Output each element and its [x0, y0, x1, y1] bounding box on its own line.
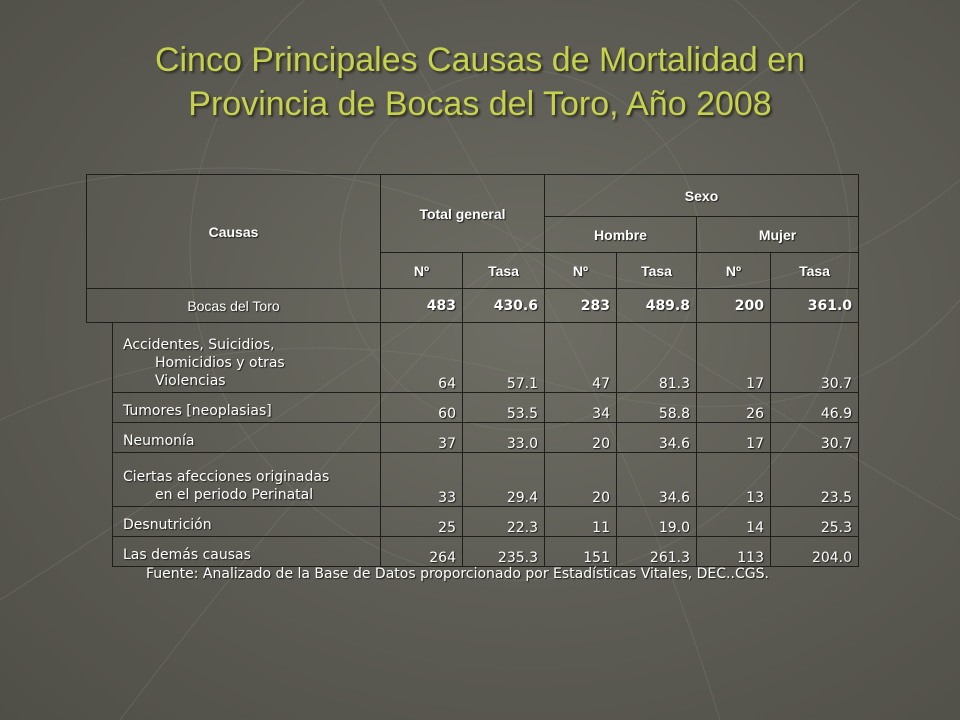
header-sexo: Sexo [543, 174, 860, 217]
value-cell: 11 [544, 506, 617, 537]
value-cell: 17 [696, 422, 771, 453]
source-note: Fuente: Analizado de la Base de Datos pr… [146, 566, 769, 582]
indent-column [86, 322, 113, 567]
header-causas: Causas [86, 174, 381, 289]
value-cell: 33.0 [462, 422, 545, 453]
value-cell: 151 [544, 536, 617, 567]
cause-label-line: Violencias [155, 373, 226, 389]
cause-label: Desnutrición [112, 506, 381, 537]
value-cell: 47 [544, 322, 617, 393]
value-cell: 204.0 [769, 536, 860, 567]
cause-label-line: Desnutrición [123, 517, 212, 533]
value-cell: 64 [380, 322, 463, 393]
header-total-n: Nº [380, 252, 463, 289]
value-cell: 25 [380, 506, 463, 537]
header-mujer-n: Nº [696, 252, 771, 289]
slide-title: Cinco Principales Causas de Mortalidad e… [40, 38, 920, 126]
value-cell: 37 [380, 422, 463, 453]
cause-label-line: en el periodo Perinatal [155, 487, 314, 503]
total-cell: 200 [696, 288, 771, 323]
value-cell: 33 [380, 452, 463, 507]
cause-label-line: Homicidios y otras [155, 355, 285, 371]
value-cell: 34 [544, 392, 617, 423]
value-cell: 20 [544, 452, 617, 507]
table-row: Neumonía 37 33.0 20 34.6 17 30.7 [87, 422, 860, 453]
value-cell: 17 [696, 322, 771, 393]
table-row: Desnutrición 25 22.3 11 19.0 14 25.3 [87, 506, 860, 537]
cause-label: Accidentes, Suicidios, Homicidios y otra… [112, 322, 381, 393]
value-cell: 30.7 [769, 322, 860, 393]
value-cell: 14 [696, 506, 771, 537]
slide-title-line-2: Provincia de Bocas del Toro, Año 2008 [188, 85, 772, 123]
cause-label-line: Tumores [neoplasias] [123, 403, 272, 419]
total-cell: 430.6 [462, 288, 545, 323]
cause-label-line: Accidentes, Suicidios, [123, 337, 275, 353]
cause-label: Neumonía [112, 422, 381, 453]
cause-label: Ciertas afecciones originadas en el peri… [112, 452, 381, 507]
slide-title-line-1: Cinco Principales Causas de Mortalidad e… [154, 41, 806, 79]
total-cell: 489.8 [616, 288, 697, 323]
value-cell: 46.9 [769, 392, 860, 423]
total-cell: 283 [544, 288, 617, 323]
cause-label-line: Neumonía [123, 433, 195, 449]
value-cell: 34.6 [616, 452, 697, 507]
header-hombre-tasa: Tasa [616, 252, 697, 289]
value-cell: 53.5 [462, 392, 545, 423]
cause-label-line: Las demás causas [123, 547, 251, 563]
value-cell: 25.3 [769, 506, 860, 537]
header-hombre: Hombre [544, 216, 697, 253]
value-cell: 113 [696, 536, 771, 567]
header-hombre-n: Nº [544, 252, 617, 289]
value-cell: 23.5 [769, 452, 860, 507]
value-cell: 29.4 [462, 452, 545, 507]
value-cell: 34.6 [616, 422, 697, 453]
value-cell: 235.3 [462, 536, 545, 567]
value-cell: 30.7 [769, 422, 860, 453]
mortality-table: Causas Total general Sexo Hombre Mujer N… [86, 174, 860, 567]
header-mujer-tasa: Tasa [769, 252, 860, 289]
total-cell: 361.0 [769, 288, 860, 323]
value-cell: 264 [380, 536, 463, 567]
cause-label: Tumores [neoplasias] [112, 392, 381, 423]
table-row: Accidentes, Suicidios, Homicidios y otra… [86, 322, 860, 567]
header-total-general: Total general [380, 174, 545, 253]
table-row: Las demás causas 264 235.3 151 261.3 113… [87, 536, 860, 567]
value-cell: 26 [696, 392, 771, 423]
header-mujer: Mujer [695, 216, 860, 253]
total-row: Bocas del Toro 483 430.6 283 489.8 200 3… [86, 288, 860, 323]
value-cell: 19.0 [616, 506, 697, 537]
total-row-label: Bocas del Toro [86, 288, 381, 323]
table-row: Ciertas afecciones originadas en el peri… [87, 452, 860, 507]
value-cell: 22.3 [462, 506, 545, 537]
value-cell: 81.3 [616, 322, 697, 393]
value-cell: 13 [696, 452, 771, 507]
value-cell: 58.8 [616, 392, 697, 423]
cause-label: Las demás causas [112, 536, 381, 567]
header-total-tasa: Tasa [462, 252, 545, 289]
cause-label-line: Ciertas afecciones originadas [123, 469, 330, 485]
value-cell: 20 [544, 422, 617, 453]
table-row: Tumores [neoplasias] 60 53.5 34 58.8 26 … [87, 392, 860, 423]
value-cell: 57.1 [462, 322, 545, 393]
value-cell: 261.3 [616, 536, 697, 567]
total-cell: 483 [380, 288, 463, 323]
value-cell: 60 [380, 392, 463, 423]
